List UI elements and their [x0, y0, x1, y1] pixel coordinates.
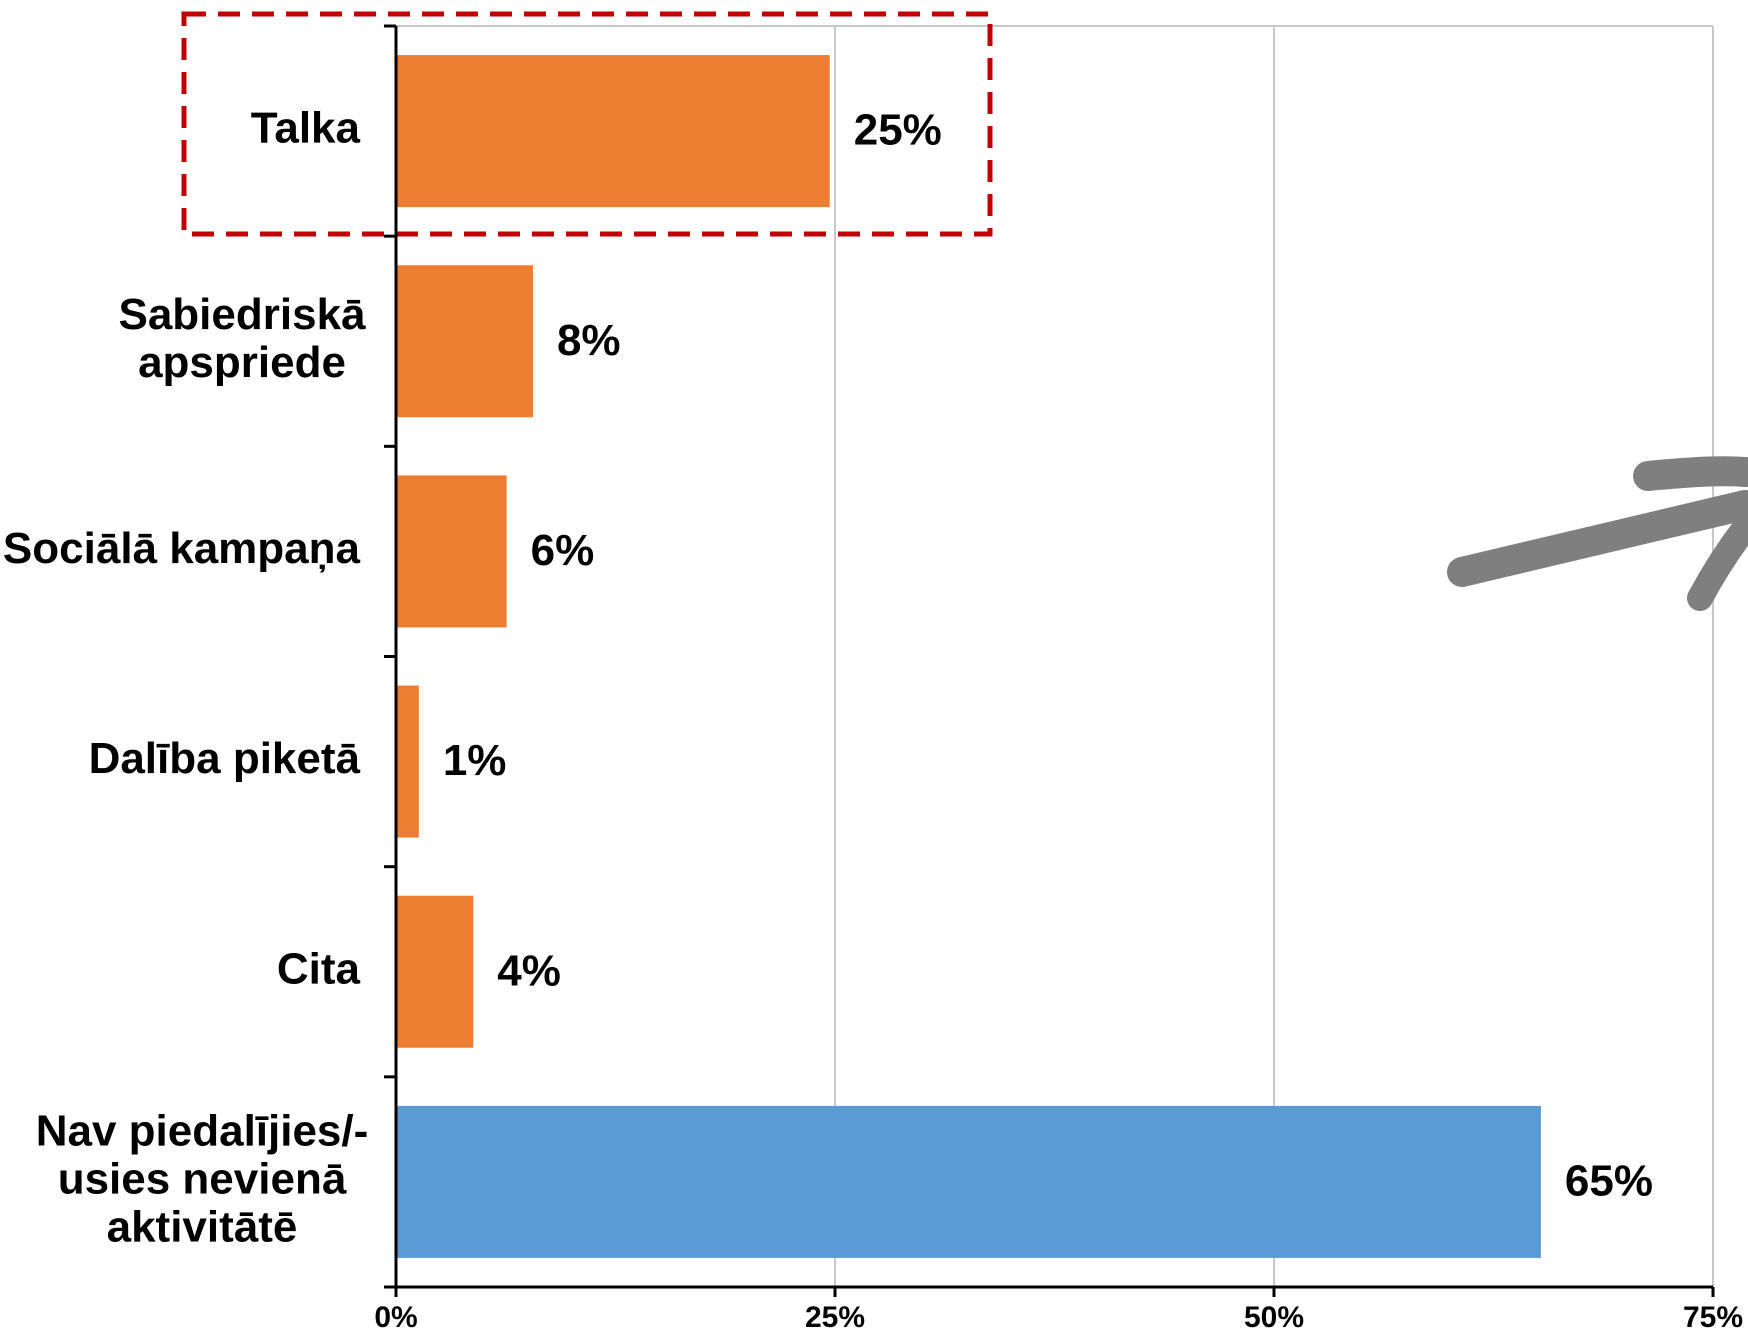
bar-3: [396, 685, 419, 838]
category-label-0-line-0: Talka: [251, 104, 361, 153]
x-tick-label-2: 50%: [1244, 1301, 1304, 1334]
category-label-3-line-0: Dalība piketā: [89, 734, 361, 783]
category-label-4-line-0: Cita: [277, 944, 361, 993]
data-labels: 25% 8% 6% 1% 4% 65%: [443, 106, 1653, 1206]
bar-2: [396, 475, 507, 628]
category-label-5-line-2: aktivitātē: [107, 1203, 298, 1252]
category-label-5-line-1: usies nevienā: [58, 1155, 347, 1204]
x-tick-label-1: 25%: [805, 1301, 865, 1334]
arrow-annotation: [1447, 456, 1748, 611]
gridlines: [396, 25, 1714, 1287]
highlight-layer: [181, 11, 993, 237]
category-label-5-line-0: Nav piedalījies/-: [36, 1107, 369, 1156]
highlight-box: [181, 11, 993, 237]
bar-0: [396, 55, 830, 208]
arrow-head-upper: [1633, 456, 1748, 491]
bars: [396, 55, 1541, 1258]
bar-1: [396, 265, 533, 418]
axes: [384, 24, 1715, 1297]
data-label-5: 65%: [1565, 1157, 1653, 1206]
data-label-0: 25%: [854, 106, 942, 155]
arrow-shaft: [1447, 490, 1748, 587]
bar-5: [396, 1105, 1541, 1258]
data-label-1: 8%: [557, 316, 621, 365]
bar-4: [396, 895, 474, 1048]
category-label-1-line-1: apspriede: [138, 338, 346, 387]
category-label-2-line-0: Sociālā kampaņa: [3, 524, 361, 573]
data-label-3: 1%: [443, 736, 507, 785]
x-tick-labels: 0% 25% 50% 75%: [374, 1301, 1743, 1334]
x-tick-label-3: 75%: [1683, 1301, 1743, 1334]
data-label-4: 4%: [497, 946, 561, 995]
data-label-2: 6%: [531, 526, 595, 575]
category-label-1-line-0: Sabiedriskā: [118, 290, 366, 339]
x-tick-label-0: 0%: [374, 1301, 417, 1334]
arrow-head-lower: [1687, 515, 1748, 611]
